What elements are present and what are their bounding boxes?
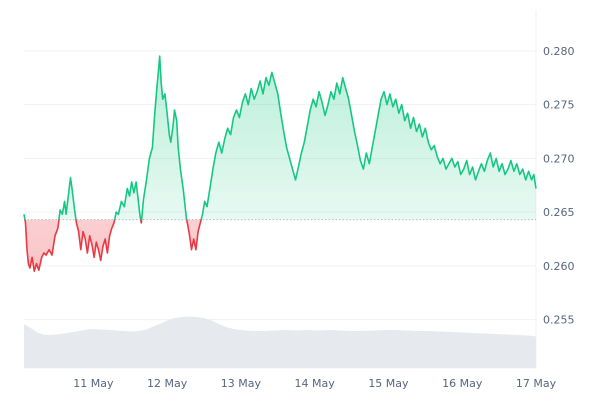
y-tick-label: 0.260 xyxy=(543,260,575,273)
price-area xyxy=(24,56,536,272)
volume-area xyxy=(24,316,536,368)
area-above-baseline xyxy=(24,56,536,220)
area-below-baseline xyxy=(24,219,202,272)
x-tick-label: 17 May xyxy=(516,377,557,390)
series-line-up xyxy=(23,55,537,220)
x-tick-label: 15 May xyxy=(368,377,409,390)
y-axis-labels: 0.280 0.275 0.270 0.265 0.260 0.255 xyxy=(543,45,575,327)
y-tick-label: 0.275 xyxy=(543,99,575,112)
x-tick-label: 11 May xyxy=(73,377,114,390)
price-line xyxy=(23,55,537,272)
x-tick-label: 14 May xyxy=(295,377,336,390)
volume-fill xyxy=(24,316,536,368)
y-tick-label: 0.265 xyxy=(543,206,575,219)
x-tick-label: 13 May xyxy=(221,377,262,390)
y-tick-label: 0.270 xyxy=(543,152,575,165)
x-tick-label: 16 May xyxy=(442,377,483,390)
y-tick-label: 0.280 xyxy=(543,45,575,58)
series-line-down xyxy=(24,219,202,272)
y-tick-label: 0.255 xyxy=(543,314,575,327)
x-axis-labels: 11 May 12 May 13 May 14 May 15 May 16 May 17 M… xyxy=(73,377,556,390)
x-tick-label: 12 May xyxy=(147,377,188,390)
